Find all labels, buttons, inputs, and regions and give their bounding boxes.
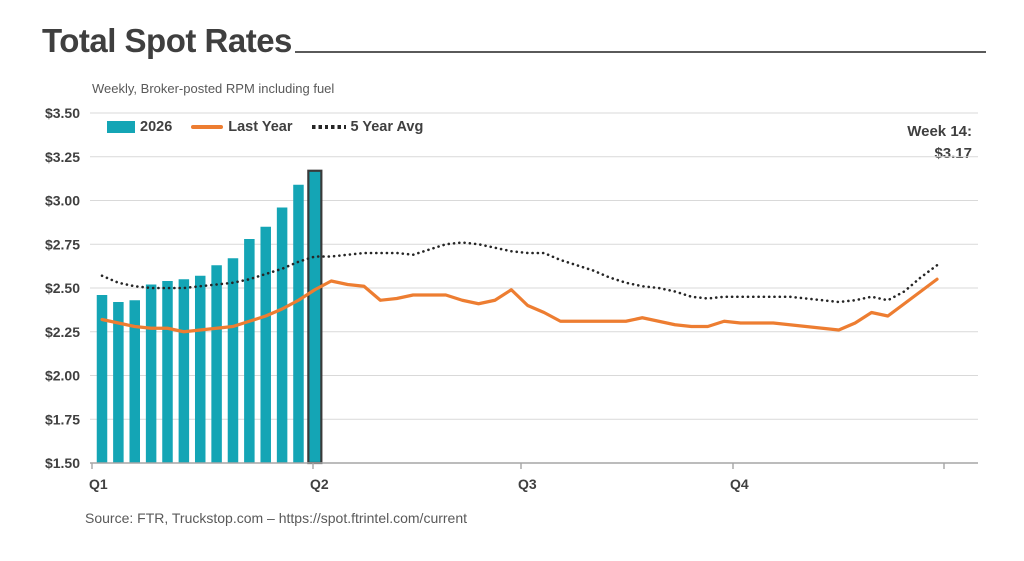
y-axis-label: $1.75 <box>45 411 80 427</box>
bar-week-11 <box>260 226 271 463</box>
y-axis-label: $3.00 <box>45 193 80 209</box>
five-year-avg-line <box>100 241 939 304</box>
week-callout: Week 14: $3.17 <box>907 121 972 165</box>
chart-legend: 2026 Last Year 5 Year Avg <box>107 119 423 135</box>
y-axis-label: $2.50 <box>45 280 80 296</box>
y-axis-label: $2.25 <box>45 324 80 340</box>
last-year-line <box>100 277 939 334</box>
x-axis-label: Q4 <box>730 476 749 492</box>
y-axis-label: $2.00 <box>45 368 80 384</box>
x-axis-label: Q3 <box>518 476 537 492</box>
header: Total Spot Rates <box>42 24 986 57</box>
y-axis-label: $1.50 <box>45 455 80 471</box>
y-axis-label: $3.50 <box>45 105 80 121</box>
y-axis-label: $2.75 <box>45 236 80 252</box>
x-axis-label: Q1 <box>89 476 108 492</box>
bar-week-2 <box>113 302 124 463</box>
bar-week-6 <box>178 279 190 463</box>
bar-week-8 <box>211 265 222 463</box>
bar-week-5 <box>162 281 173 463</box>
bar-week-12 <box>276 207 288 463</box>
legend-item-5-year-avg: 5 Year Avg <box>311 119 424 135</box>
bar-week-14-highlighted <box>307 169 323 465</box>
bar-swatch-icon <box>107 121 135 133</box>
legend-label-2026: 2026 <box>140 119 173 135</box>
bar-week-10 <box>244 239 255 463</box>
week-callout-value: $3.17 <box>934 144 972 162</box>
bar-week-9 <box>227 258 239 463</box>
title-underline <box>294 51 986 53</box>
bar-week-13 <box>293 184 304 463</box>
line-swatch-icon <box>191 125 224 129</box>
bar-week-1 <box>96 295 108 463</box>
legend-label-last-year: Last Year <box>228 119 293 135</box>
chart-subtitle: Weekly, Broker-posted RPM including fuel <box>92 81 335 96</box>
legend-item-2026: 2026 <box>107 119 172 135</box>
bar-week-3 <box>129 300 140 463</box>
legend-label-5-year-avg: 5 Year Avg <box>350 119 424 135</box>
x-axis-label: Q2 <box>310 476 329 492</box>
legend-item-last-year: Last Year <box>191 119 293 135</box>
page-title: Total Spot Rates <box>42 22 292 59</box>
source-citation: Source: FTR, Truckstop.com – https://spo… <box>85 510 468 526</box>
bar-week-4 <box>145 284 157 463</box>
bar-week-7 <box>194 275 206 463</box>
dotted-swatch-icon <box>311 125 346 129</box>
week-callout-label: Week 14: <box>907 123 972 140</box>
y-axis-label: $3.25 <box>45 149 80 165</box>
